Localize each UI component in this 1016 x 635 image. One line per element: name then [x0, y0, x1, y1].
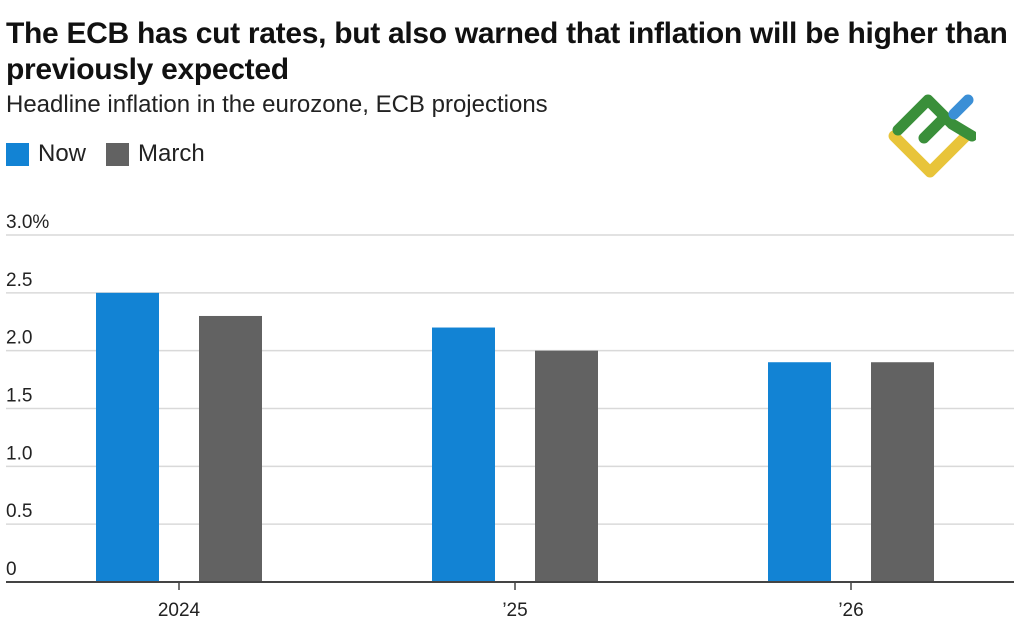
- y-tick-label-1: 2.5: [6, 270, 32, 291]
- y-tick-label-3: 1.5: [6, 386, 32, 407]
- x-tick-label-0: 2024: [158, 600, 201, 621]
- chart-subtitle: Headline inflation in the eurozone, ECB …: [6, 91, 548, 118]
- bar-march-2: [871, 362, 934, 582]
- chart-title: The ECB has cut rates, but also warned t…: [6, 17, 1008, 86]
- x-tick-label-2: ’26: [838, 600, 863, 621]
- grid-lines: [6, 234, 1014, 525]
- y-tick-labels: 3.0% 2.5 2.0 1.5 1.0 0.5 0: [6, 212, 49, 580]
- bar-chart: 3.0% 2.5 2.0 1.5 1.0 0.5 0 2024 ’25 ’26: [6, 212, 1014, 621]
- logo-blue-stroke: [948, 94, 974, 120]
- logo-green-bar: [918, 114, 948, 144]
- bar-now-0: [96, 292, 159, 582]
- legend-label-march: March: [138, 140, 205, 167]
- x-tick-labels: 2024 ’25 ’26: [158, 600, 864, 621]
- legend-item-march: March: [106, 139, 205, 169]
- y-tick-label-4: 1.0: [6, 443, 32, 464]
- x-axis: [6, 581, 1014, 590]
- y-tick-label-0: 3.0%: [6, 212, 49, 233]
- logo-yellow-stroke: [888, 130, 972, 178]
- legend-swatch-now: [6, 142, 29, 166]
- chart-legend: Now March: [6, 139, 225, 169]
- bar-now-2: [768, 362, 831, 582]
- x-tick-label-1: ’25: [502, 600, 527, 621]
- y-tick-label-2: 2.0: [6, 328, 32, 349]
- bar-march-0: [199, 315, 262, 582]
- legend-label-now: Now: [38, 140, 87, 167]
- brand-logo-icon: [888, 94, 976, 178]
- logo-green-stroke: [892, 94, 976, 142]
- legend-item-now: Now: [6, 139, 86, 169]
- y-tick-label-6: 0: [6, 559, 17, 580]
- bar-now-1: [432, 327, 495, 582]
- bar-march-1: [535, 350, 598, 582]
- bars: [96, 292, 934, 582]
- y-tick-label-5: 0.5: [6, 501, 32, 522]
- legend-swatch-march: [106, 142, 130, 166]
